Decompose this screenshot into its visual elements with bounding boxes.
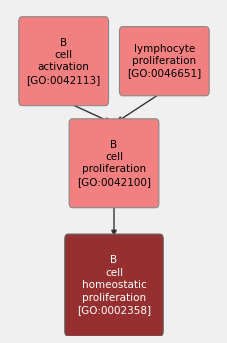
FancyBboxPatch shape xyxy=(19,17,108,106)
Text: lymphocyte
proliferation
[GO:0046651]: lymphocyte proliferation [GO:0046651] xyxy=(127,44,201,79)
FancyBboxPatch shape xyxy=(119,27,208,96)
Text: B
cell
activation
[GO:0042113]: B cell activation [GO:0042113] xyxy=(26,38,100,85)
Text: B
cell
proliferation
[GO:0042100]: B cell proliferation [GO:0042100] xyxy=(77,140,150,187)
FancyBboxPatch shape xyxy=(64,234,163,336)
Text: B
cell
homeostatic
proliferation
[GO:0002358]: B cell homeostatic proliferation [GO:000… xyxy=(76,255,151,315)
FancyBboxPatch shape xyxy=(69,119,158,208)
